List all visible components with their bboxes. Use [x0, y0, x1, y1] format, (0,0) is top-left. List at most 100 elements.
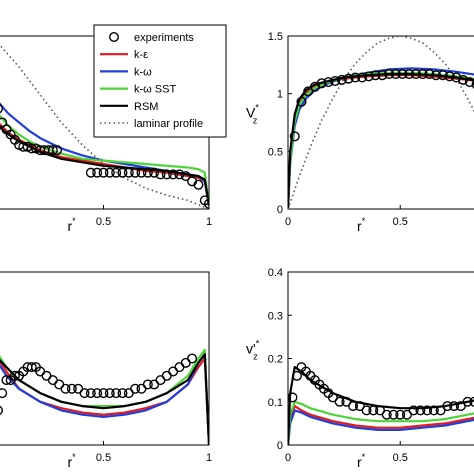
- data-point-experiments: [41, 370, 52, 381]
- panel-bottom-left: 0.5 1 r*: [0, 271, 212, 470]
- data-point-experiments: [0, 405, 3, 415]
- data-point-experiments: [368, 405, 379, 416]
- data-point-experiments: [66, 383, 77, 394]
- series-line-k-omega-sst: [288, 71, 474, 209]
- x-axis-label: r*: [68, 452, 77, 470]
- data-point-experiments: [464, 77, 474, 88]
- x-tick-label: 0.5: [393, 216, 408, 228]
- data-point-experiments: [0, 104, 3, 114]
- data-point-experiments: [424, 69, 435, 80]
- data-point-experiments: [397, 69, 408, 80]
- data-point-experiments: [204, 198, 209, 209]
- data-point-experiments: [180, 357, 191, 368]
- x-tick-label: 0.5: [96, 216, 111, 228]
- data-point-experiments: [142, 167, 153, 178]
- data-point-experiments: [193, 179, 204, 190]
- data-point-experiments: [469, 396, 474, 407]
- legend-label: k-ε: [134, 49, 148, 61]
- data-point-experiments: [316, 78, 327, 89]
- data-point-experiments: [404, 69, 415, 80]
- data-point-experiments: [0, 388, 8, 399]
- series-line-laminar-profile: [288, 36, 474, 209]
- x-tick-label: 1: [206, 216, 212, 228]
- series-line-k-omega-sst: [0, 114, 209, 206]
- series-line-k-omega: [288, 67, 474, 209]
- data-point-experiments: [415, 405, 426, 416]
- data-point-experiments: [104, 388, 115, 399]
- x-axis-label: r*: [357, 452, 366, 470]
- data-point-experiments: [136, 383, 147, 394]
- data-point-experiments: [174, 362, 185, 373]
- data-point-experiments: [296, 96, 307, 107]
- data-point-experiments: [458, 74, 469, 85]
- data-point-experiments: [180, 171, 191, 182]
- data-point-experiments: [417, 69, 428, 80]
- data-point-experiments: [363, 71, 374, 82]
- y-tick-label: 1.5: [268, 31, 283, 43]
- x-tick-label: 0: [285, 216, 291, 228]
- data-point-experiments: [149, 379, 160, 390]
- data-point-experiments: [377, 70, 388, 81]
- series-line-k-epsilon: [288, 74, 474, 209]
- data-point-experiments: [471, 80, 474, 89]
- y-tick-label: 1: [277, 89, 283, 101]
- data-point-experiments: [161, 169, 172, 180]
- legend-label: RSM: [134, 101, 158, 113]
- data-point-experiments: [52, 145, 63, 156]
- data-point-experiments: [370, 70, 381, 81]
- data-point-experiments: [79, 388, 90, 399]
- y-tick-label: 0: [277, 440, 283, 452]
- data-point-experiments: [168, 169, 179, 180]
- y-tick-label: 0: [277, 204, 283, 216]
- data-point-experiments: [350, 72, 361, 83]
- data-point-experiments: [47, 145, 58, 156]
- data-point-experiments: [437, 70, 448, 81]
- data-point-experiments: [451, 72, 462, 83]
- data-point-experiments: [390, 69, 401, 80]
- axes-frame: [0, 271, 210, 446]
- y-tick-label: 0.2: [268, 354, 283, 366]
- data-point-experiments: [73, 383, 84, 394]
- y-tick-label: 0.3: [268, 310, 283, 322]
- x-tick-label: 1: [206, 452, 212, 464]
- data-point-experiments: [130, 383, 141, 394]
- legend: experiments k-ε k-ω k-ω SST RSM laminar profi…: [93, 24, 227, 138]
- data-point-experiments: [47, 375, 58, 386]
- data-point-experiments: [431, 70, 442, 81]
- data-point-experiments: [117, 388, 128, 399]
- panel-top-right: 0 0.5 0 0.5 1 1.5 r* V* z: [246, 31, 474, 234]
- data-point-experiments: [384, 69, 395, 80]
- legend-item: k-ω: [100, 66, 152, 78]
- data-point-experiments: [388, 409, 399, 420]
- data-point-experiments: [330, 75, 341, 86]
- data-point-experiments: [442, 401, 453, 412]
- data-point-experiments: [381, 409, 392, 420]
- legend-marker-circle: [108, 32, 119, 43]
- data-point-experiments: [92, 167, 103, 178]
- data-point-experiments: [357, 72, 368, 83]
- data-point-experiments: [161, 370, 172, 381]
- y-axis-label: v'* z: [246, 339, 260, 362]
- data-point-experiments: [104, 167, 115, 178]
- data-point-experiments: [26, 362, 37, 373]
- data-point-experiments: [174, 169, 185, 180]
- legend-item: k-ε: [100, 49, 148, 61]
- data-point-experiments: [155, 375, 166, 386]
- data-point-experiments: [98, 167, 109, 178]
- data-point-experiments: [142, 379, 153, 390]
- y-tick-label: 0.5: [268, 146, 283, 158]
- panel-bottom-right: 0 0.5 0 0.1 0.2 0.3 0.4 r* v'* z: [246, 267, 474, 470]
- data-point-experiments: [9, 370, 20, 381]
- data-point-experiments: [60, 383, 71, 394]
- x-tick-label: 0.5: [96, 452, 111, 464]
- plot-area: [0, 43, 209, 209]
- data-point-experiments: [323, 77, 334, 88]
- data-point-experiments: [111, 388, 122, 399]
- data-point-experiments: [85, 388, 96, 399]
- data-point-experiments: [1, 375, 12, 386]
- data-point-experiments: [289, 131, 300, 142]
- data-point-experiments: [343, 73, 354, 84]
- data-point-experiments: [395, 409, 406, 420]
- data-point-experiments: [422, 405, 433, 416]
